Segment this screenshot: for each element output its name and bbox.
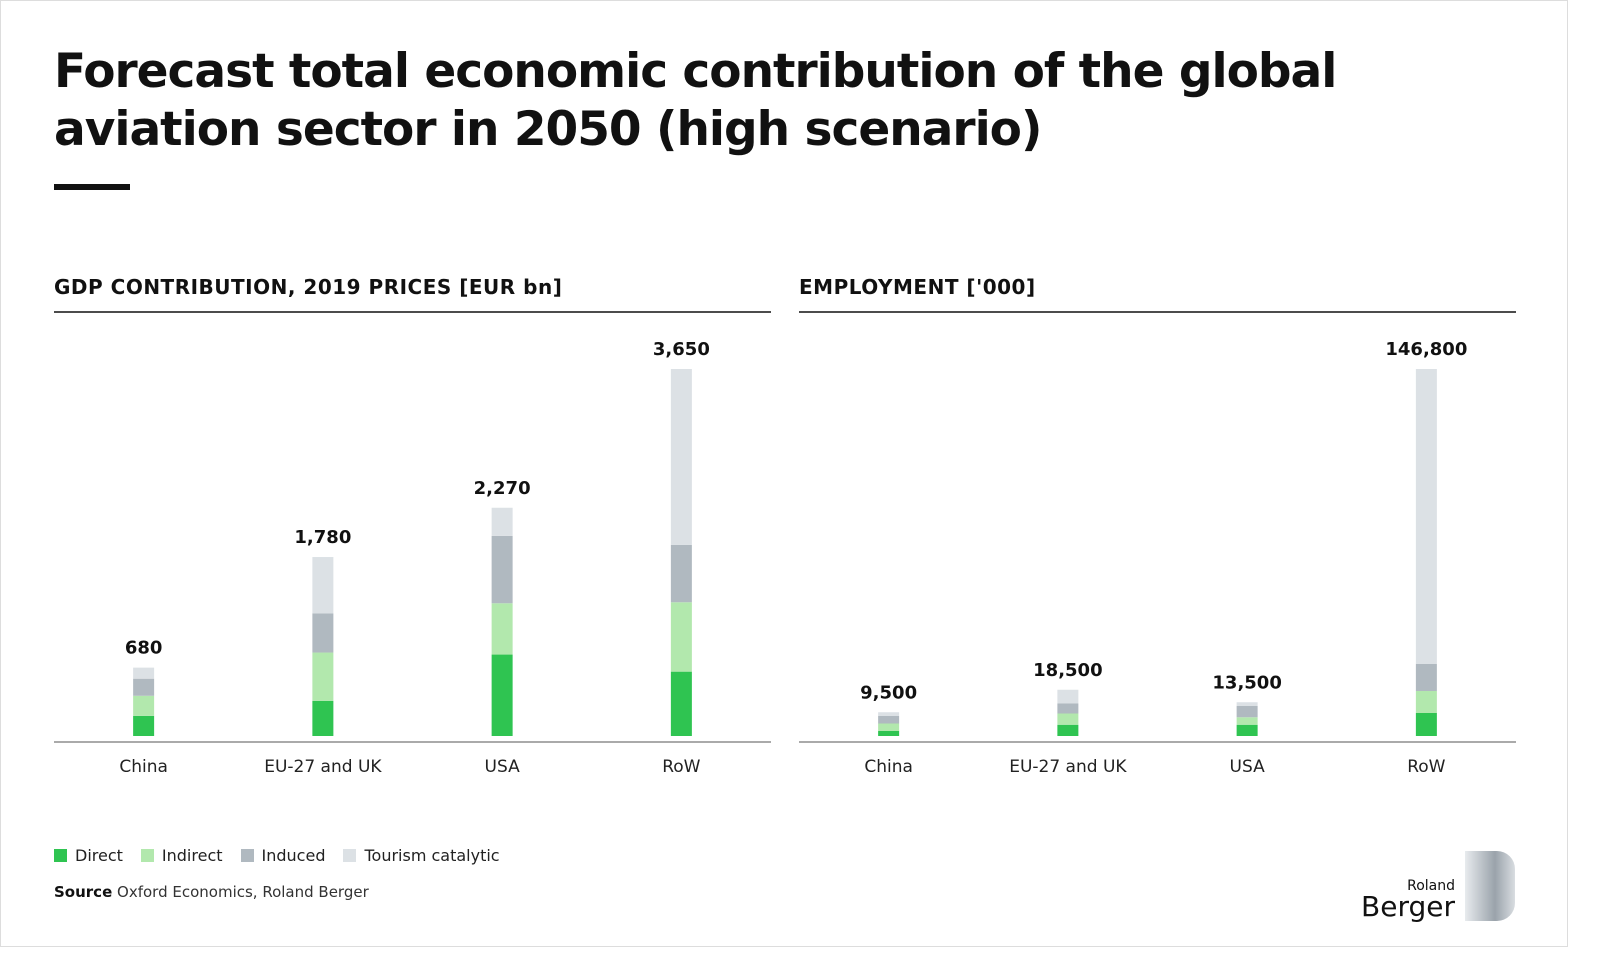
data-label: 680 (125, 638, 163, 659)
x-tick-label: RoW (662, 757, 700, 777)
legend-item-indirect: Indirect (140, 846, 223, 865)
data-label: 13,500 (1212, 672, 1281, 693)
bar-segment-indirect (1057, 713, 1079, 725)
data-label: 18,500 (1033, 660, 1102, 681)
bar-segment-direct (491, 654, 513, 736)
bar-segment-induced (1415, 664, 1437, 691)
legend-swatch (54, 849, 67, 862)
legend-swatch (240, 849, 254, 862)
bar-segment-indirect (878, 723, 900, 731)
data-label: 146,800 (1385, 339, 1467, 360)
bar-segment-indirect (670, 602, 692, 672)
bar-segment-tourism-catalytic (491, 507, 513, 536)
x-tick-label: China (119, 757, 168, 777)
bar-segment-induced (133, 678, 155, 696)
bar-segment-indirect (1236, 717, 1258, 725)
legend-swatch (343, 849, 357, 862)
bar-segment-tourism-catalytic (670, 369, 692, 545)
legend-label: Tourism catalytic (364, 846, 500, 865)
bar-segment-direct (878, 731, 900, 736)
legend: Direct Indirect Induced Tourism catalyti… (54, 846, 500, 865)
legend-swatch (140, 849, 154, 862)
legend-label: Indirect (161, 846, 223, 865)
bar-segment-induced (312, 613, 334, 653)
legend-item-tourism: Tourism catalytic (343, 846, 500, 865)
bar-segment-indirect (133, 695, 155, 716)
data-label: 9,500 (860, 682, 917, 703)
bar-segment-induced (1057, 703, 1079, 714)
bar-segment-direct (1236, 724, 1258, 736)
data-label: 1,780 (294, 527, 351, 548)
legend-item-direct: Direct (54, 846, 123, 865)
bar-segment-direct (1057, 724, 1079, 736)
bar-segment-indirect (312, 652, 334, 701)
x-tick-label: USA (485, 757, 521, 777)
source-text: Oxford Economics, Roland Berger (117, 883, 369, 901)
bar-segment-indirect (1415, 691, 1437, 713)
bar-segment-direct (670, 671, 692, 736)
infographic: Forecast total economic contribution of … (0, 0, 1568, 947)
gdp-chart: 680 China 1,780 EU-27 and UK 2,270 USA 3,650 Ro… (54, 311, 771, 777)
gdp-chart-title: GDP CONTRIBUTION, 2019 PRICES [EUR bn] (54, 275, 563, 299)
bar-segment-induced (491, 535, 513, 604)
x-tick-label: China (864, 757, 913, 777)
bar-segment-direct (1415, 713, 1437, 736)
x-tick-label: RoW (1407, 757, 1445, 777)
source-note: Source Oxford Economics, Roland Berger (54, 883, 369, 901)
x-tick-label: USA (1230, 757, 1266, 777)
bar-segment-tourism-catalytic (312, 557, 334, 614)
bar-segment-indirect (491, 603, 513, 655)
bar-segment-tourism-catalytic (878, 712, 900, 716)
employment-chart-title: EMPLOYMENT ['000] (799, 275, 1036, 299)
bar-segment-tourism-catalytic (1236, 702, 1258, 706)
bar-segment-induced (878, 716, 900, 724)
page-title: Forecast total economic contribution of … (54, 44, 1337, 157)
logo-small-text: Roland (1407, 878, 1455, 894)
bar-segment-direct (133, 715, 155, 736)
x-tick-label: EU-27 and UK (264, 757, 382, 777)
data-label: 2,270 (474, 478, 531, 499)
employment-chart: 9,500 China 18,500 EU-27 and UK 13,500 USA 146… (799, 311, 1516, 777)
roland-berger-logo: Roland Berger (1361, 851, 1515, 921)
x-tick-label: EU-27 and UK (1009, 757, 1127, 777)
logo-b-mark (1465, 851, 1515, 921)
bar-segment-direct (312, 700, 334, 736)
data-label: 3,650 (653, 339, 710, 360)
legend-label: Induced (261, 846, 326, 865)
bar-segment-tourism-catalytic (1415, 369, 1437, 664)
legend-item-induced: Induced (240, 846, 326, 865)
bar-segment-induced (1236, 706, 1258, 718)
source-label: Source (54, 883, 113, 901)
legend-label: Direct (75, 846, 123, 865)
title-rule (54, 184, 130, 190)
logo-big-text: Berger (1361, 890, 1455, 923)
bar-segment-induced (670, 544, 692, 603)
bar-segment-tourism-catalytic (1057, 689, 1079, 704)
bar-segment-tourism-catalytic (133, 667, 155, 679)
